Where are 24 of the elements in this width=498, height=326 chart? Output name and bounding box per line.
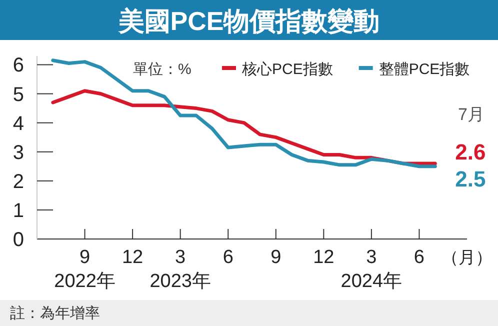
y-tick-label: 0 [12,229,24,251]
x-tick-label: 3 2024年 [340,247,402,292]
data-label: 2.6 [455,139,486,164]
legend-label: 核心PCE指數 [241,61,333,78]
x-tick-label: 9 2022年 [54,247,116,292]
annotation: 7月 [458,105,484,124]
x-tick-label: 12 [313,247,334,268]
x-tick-label: 6 [222,247,234,268]
data-label: 2.5 [455,166,486,192]
y-tick-label: 4 [12,112,24,135]
legend-label: 整體PCE指數 [378,61,470,78]
y-tick-label: 2 [12,170,24,193]
y-tick-label: 3 [12,142,24,164]
chart-title: 美國PCE物價指數變動 [117,6,380,36]
y-tick-label: 5 [12,84,24,106]
y-tick-label: 1 [12,200,24,222]
x-tick-label: 12 [122,247,144,268]
x-tick-label: 9 [270,247,282,268]
x-axis-title: （月） [442,248,492,267]
y-tick-label: 6 [12,54,24,77]
text: 註：為年增率 [10,305,100,322]
annotation: 單位：% [133,61,192,78]
x-tick-label: 6 [414,247,425,268]
x-tick-label: 3 2023年 [150,247,211,292]
